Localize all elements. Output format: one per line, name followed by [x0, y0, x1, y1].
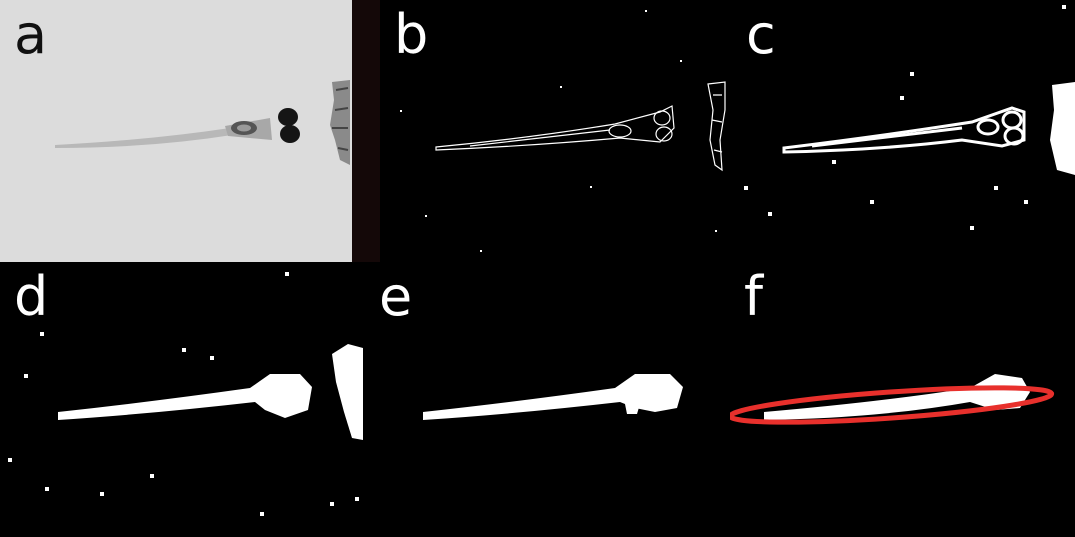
- well-blob: [332, 344, 363, 440]
- panel-label-d: d: [14, 265, 49, 328]
- larva-blob: [764, 374, 1030, 420]
- larva-blob: [58, 374, 312, 420]
- larva-blob: [423, 374, 683, 420]
- larva-tail: [55, 128, 232, 148]
- larva-eye-top: [278, 108, 298, 126]
- panel-label-e: e: [379, 265, 413, 328]
- panel-d-filled-mask: d: [0, 262, 365, 537]
- panel-label-f: f: [744, 265, 764, 328]
- panel-a-raw-frame: a: [0, 0, 352, 262]
- raw-larva-image: [55, 80, 350, 165]
- panel-label-b: b: [394, 3, 429, 66]
- panel-a-dark-border: [352, 0, 380, 262]
- well-blob: [1050, 82, 1075, 175]
- panel-b-edge-detection: b: [380, 0, 732, 262]
- well-edge: [330, 80, 350, 165]
- larva-outline: [435, 105, 675, 151]
- panel-f-ellipse-fit: f: [730, 262, 1075, 537]
- cleaned-mask-image: [423, 374, 683, 420]
- ellipse-fit-image: [730, 374, 1055, 425]
- panel-label-c: c: [746, 3, 776, 66]
- edge-image: [400, 10, 726, 252]
- larva-eye-bottom: [280, 125, 300, 143]
- fitted-ellipse: [730, 385, 1055, 425]
- larva-thick-outline: [782, 106, 1026, 154]
- panel-label-a: a: [14, 3, 48, 66]
- panel-e-cleaned-mask: e: [365, 262, 730, 537]
- panel-c-dilated-edges: c: [732, 0, 1075, 262]
- filled-mask-image: [8, 272, 363, 516]
- dilated-edge-image: [744, 5, 1075, 230]
